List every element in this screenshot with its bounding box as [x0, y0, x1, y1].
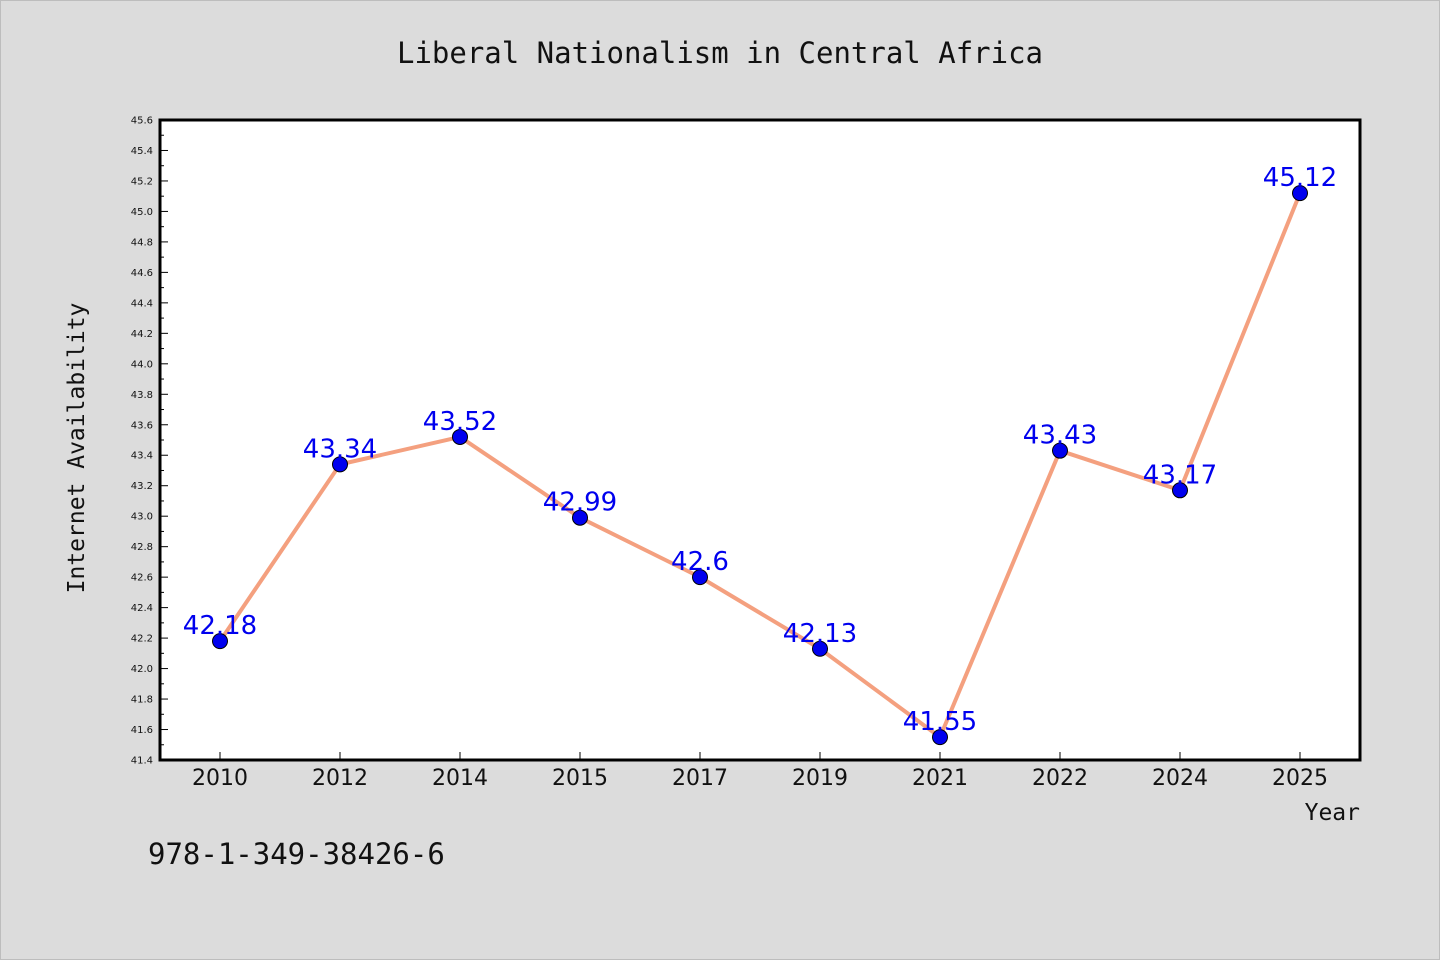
data-label: 41.55: [903, 707, 977, 737]
y-axis-label: Internet Availability: [64, 303, 90, 594]
data-point: [332, 456, 348, 473]
data-point: [692, 569, 708, 586]
data-label: 43.43: [1023, 421, 1097, 451]
y-tick-label: 42.0: [131, 664, 153, 675]
y-tick-label: 42.6: [131, 573, 153, 584]
x-tick-label: 2024: [1152, 766, 1208, 791]
plot-area: [160, 120, 1360, 760]
y-tick-label: 41.6: [131, 725, 153, 736]
y-tick-label: 43.4: [131, 451, 153, 462]
x-tick-label: 2012: [312, 766, 368, 791]
y-tick-label: 44.8: [131, 237, 153, 248]
data-point: [1052, 442, 1068, 459]
isbn-text: 978-1-349-38426-6: [148, 837, 445, 871]
y-tick-label: 45.6: [131, 116, 153, 127]
data-label: 43.52: [423, 407, 497, 437]
x-tick-label: 2010: [192, 766, 248, 791]
data-label: 42.13: [783, 619, 857, 649]
y-tick-label: 44.0: [131, 359, 153, 370]
y-tick-label: 41.4: [131, 756, 153, 767]
x-tick-label: 2017: [672, 766, 728, 791]
x-tick-label: 2021: [912, 766, 968, 791]
x-tick-label: 2019: [792, 766, 848, 791]
x-axis-ticks: 2010 2012 2014 2015 2017 2019 2021 2022 2024 2025: [192, 752, 1328, 791]
data-label: 45.12: [1263, 163, 1337, 193]
data-label: 43.34: [303, 434, 377, 464]
y-tick-label: 42.4: [131, 603, 153, 614]
data-point: [572, 509, 588, 526]
data-label: 42.99: [543, 488, 617, 518]
data-point: [1172, 482, 1188, 499]
y-tick-label: 42.2: [131, 634, 153, 645]
x-tick-label: 2014: [432, 766, 488, 791]
chart-title: Liberal Nationalism in Central Africa: [397, 36, 1043, 70]
y-tick-label: 43.0: [131, 512, 153, 523]
y-tick-label: 44.4: [131, 298, 153, 309]
y-tick-label: 45.0: [131, 207, 153, 218]
y-tick-label: 45.2: [131, 176, 153, 187]
data-label: 43.17: [1143, 460, 1217, 490]
y-tick-label: 42.8: [131, 542, 153, 553]
plot-frame: [158, 118, 1362, 762]
y-tick-label: 43.2: [131, 481, 153, 492]
series-line: [218, 192, 1302, 740]
data-point: [212, 633, 228, 650]
data-point: [812, 640, 828, 657]
x-tick-label: 2025: [1272, 766, 1328, 791]
y-tick-label: 44.2: [131, 329, 153, 340]
y-tick-label: 45.4: [131, 146, 153, 157]
data-point: [452, 428, 468, 445]
data-label: 42.6: [671, 547, 729, 577]
data-series: 42.18 43.34 43.52 42.99 42.6 42.13 41.55 43.43 4…: [183, 163, 1337, 746]
x-tick-label: 2015: [552, 766, 608, 791]
y-tick-label: 43.6: [131, 420, 153, 431]
y-tick-label: 41.8: [131, 695, 153, 706]
data-point: [1292, 185, 1308, 202]
x-axis-label: Year: [1305, 800, 1360, 826]
y-tick-label: 43.8: [131, 390, 153, 401]
x-tick-label: 2022: [1032, 766, 1088, 791]
data-label: 42.18: [183, 611, 257, 641]
y-axis-ticks: 41.4 41.6 41.8 42.0 42.2 42.4 42.6 42.8 43.0 43.2…: [131, 116, 168, 767]
y-tick-label: 44.6: [131, 268, 153, 279]
data-point: [932, 729, 948, 746]
